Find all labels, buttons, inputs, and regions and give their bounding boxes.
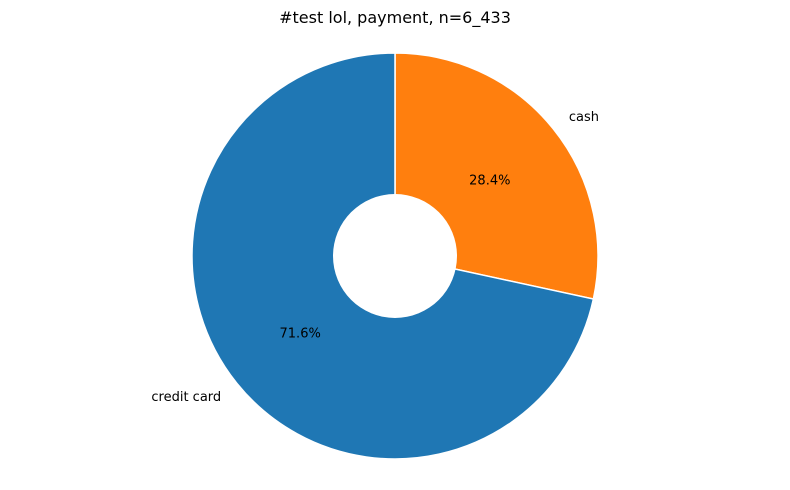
slice-percent-credit-card: 71.6%: [280, 326, 321, 341]
slice-percent-cash: 28.4%: [469, 174, 510, 189]
slice-label-cash: cash: [569, 110, 599, 125]
slice-label-credit-card: credit card: [151, 390, 221, 405]
chart-title: #test lol, payment, n=6_433: [279, 8, 511, 28]
donut-hole: [333, 194, 457, 318]
